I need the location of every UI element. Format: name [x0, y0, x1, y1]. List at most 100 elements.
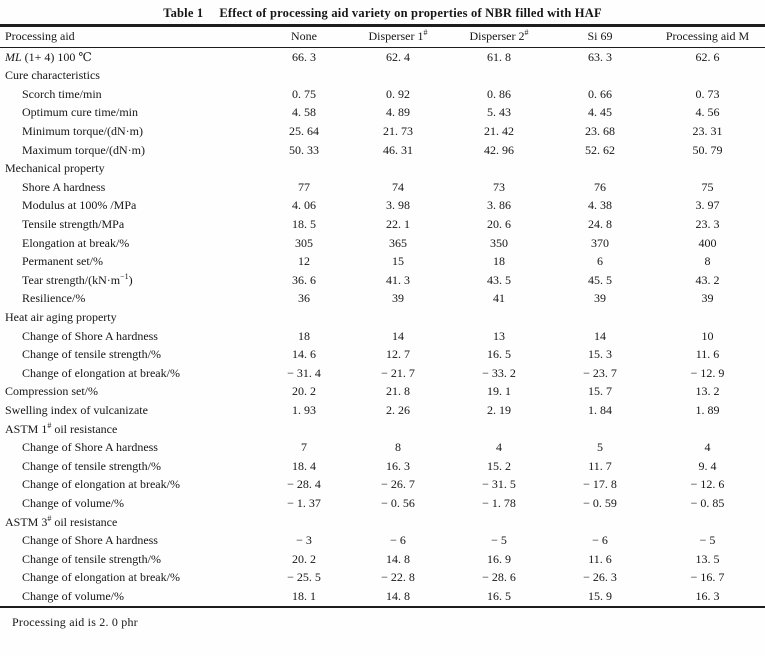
text-run: Change of elongation at break/%	[22, 477, 180, 492]
value-cell: 15. 3	[588, 347, 612, 362]
value-cell: 39	[701, 291, 714, 306]
text-run: Change of volume/%	[22, 495, 124, 510]
value-cell: 13. 2	[695, 384, 720, 399]
text-run: Change of volume/%	[22, 588, 124, 603]
value-cell: 11. 6	[695, 347, 720, 362]
value-cell: 11. 7	[588, 458, 612, 473]
text-run: Change of tensile strength/%	[22, 551, 161, 566]
text-run: (1+ 4) 100 ℃	[21, 49, 92, 64]
value-cell: 4	[704, 440, 711, 455]
section-label: Mechanical property	[0, 161, 260, 176]
value-cell: 4. 38	[588, 198, 612, 213]
superscript-mark: #	[47, 420, 52, 430]
value-cell: 0. 75	[292, 86, 316, 101]
table-row: Shore A hardness 77 74 73 76 75	[0, 178, 765, 197]
row-label: Compression set/%	[0, 384, 260, 399]
value-cell: − 28. 4	[287, 477, 321, 492]
table-row: Change of elongation at break/% − 25. 5 − …	[0, 569, 765, 588]
value-cell: 21. 42	[484, 124, 514, 139]
value-cell: 14. 6	[292, 347, 316, 362]
row-label: Scorch time/min	[0, 87, 260, 102]
text-run: Heat air aging property	[5, 310, 117, 324]
table-row: Tear strength/(kN·m−1) 36. 6 41. 3 43. 5 45.…	[0, 271, 765, 290]
value-cell: 350	[490, 235, 508, 250]
text-run: Change of Shore A hardness	[22, 440, 158, 455]
value-cell: 12. 7	[386, 347, 410, 362]
text-run: )	[128, 272, 133, 287]
value-cell: 12	[298, 254, 310, 269]
value-cell: − 25. 5	[287, 570, 321, 585]
text-run: Modulus at 100% /MPa	[22, 198, 137, 213]
column-header: Processing aid M	[650, 29, 765, 44]
value-cell: 73	[493, 179, 505, 194]
value-cell: 46. 31	[383, 142, 413, 157]
table-bottom-rule	[0, 605, 765, 609]
text-run: ML	[5, 49, 22, 64]
row-label: Change of Shore A hardness	[0, 329, 260, 344]
column-header: None	[260, 29, 348, 44]
value-cell: 50. 79	[692, 142, 723, 157]
value-cell: 18	[493, 254, 505, 269]
superscript-mark: #	[47, 513, 52, 523]
row-label: Change of tensile strength/%	[0, 459, 260, 474]
text-run: oil resistance	[51, 514, 118, 529]
value-cell: 13. 5	[695, 551, 720, 566]
row-label: Change of Shore A hardness	[0, 533, 260, 548]
row-label: Minimum torque/(dN·m)	[0, 124, 260, 139]
text-run: Tear strength/(kN·m	[22, 272, 121, 287]
table-row: Change of Shore A hardness 18 14 13 14 10	[0, 327, 765, 346]
row-label: ML (1+ 4) 100 ℃	[0, 50, 260, 65]
value-cell: 2. 19	[487, 402, 511, 417]
text-run: Processing aid M	[665, 29, 750, 43]
text-run: Permanent set/%	[22, 254, 103, 269]
value-cell: 15. 9	[588, 588, 612, 603]
value-cell: − 26. 3	[583, 570, 617, 585]
value-cell: 18. 4	[292, 458, 316, 473]
value-cell: 400	[698, 235, 717, 250]
row-label: Tear strength/(kN·m−1)	[0, 271, 260, 288]
value-cell: 23. 3	[695, 217, 720, 232]
text-run: Change of tensile strength/%	[22, 458, 161, 473]
value-cell: 11. 6	[588, 551, 612, 566]
value-cell: 19. 1	[487, 384, 511, 399]
value-cell: − 0. 59	[583, 495, 617, 510]
value-cell: − 31. 5	[482, 477, 516, 492]
text-run: Optimum cure time/min	[22, 105, 138, 120]
table-row: Tensile strength/MPa 18. 5 22. 1 20. 6 24. 8…	[0, 215, 765, 234]
value-cell: 25. 64	[289, 124, 319, 139]
value-cell: 6	[597, 254, 603, 269]
row-label: Change of tensile strength/%	[0, 552, 260, 567]
text-run: None	[291, 29, 317, 43]
table-row: Change of volume/% − 1. 37 − 0. 56 − 1. 78 −…	[0, 494, 765, 513]
value-cell: 3. 97	[695, 198, 720, 213]
text-run: Change of elongation at break/%	[22, 570, 180, 585]
section-label: ASTM 1# oil resistance	[0, 420, 260, 437]
superscript-mark: −1	[120, 271, 129, 281]
section-label: Heat air aging property	[0, 310, 260, 325]
row-label: Optimum cure time/min	[0, 105, 260, 120]
value-cell: 0. 86	[487, 86, 511, 101]
column-header-label: Processing aid	[0, 29, 260, 44]
value-cell: 39	[392, 291, 404, 306]
value-cell: 61. 8	[487, 49, 511, 64]
table-row: Scorch time/min 0. 75 0. 92 0. 86 0. 66 0. 73	[0, 85, 765, 104]
section-row: ASTM 1# oil resistance	[0, 420, 765, 439]
value-cell: 365	[389, 235, 407, 250]
text-run: Disperser 1	[368, 29, 424, 43]
text-run: Change of tensile strength/%	[22, 347, 161, 362]
table-row: Resilience/% 36 39 41 39 39	[0, 290, 765, 309]
table-caption-text: Effect of processing aid variety on prop…	[219, 6, 602, 20]
value-cell: 36. 6	[292, 272, 316, 287]
text-run: Mechanical property	[5, 161, 105, 176]
value-cell: 14	[392, 328, 404, 343]
table-row: Change of elongation at break/% − 31. 4 − …	[0, 364, 765, 383]
column-header: Disperser 1#	[348, 29, 448, 44]
section-label: ASTM 3# oil resistance	[0, 513, 260, 530]
table-body: ML (1+ 4) 100 ℃ 66. 3 62. 4 61. 8 63. 3 62. 6…	[0, 48, 765, 606]
value-cell: 2. 26	[386, 402, 410, 417]
table-row: Change of tensile strength/% 18. 4 16. 3 15…	[0, 457, 765, 476]
row-label: Change of volume/%	[0, 589, 260, 604]
table-caption-label: Table 1	[163, 6, 204, 20]
value-cell: 62. 6	[695, 49, 720, 64]
section-row: Heat air aging property	[0, 308, 765, 327]
